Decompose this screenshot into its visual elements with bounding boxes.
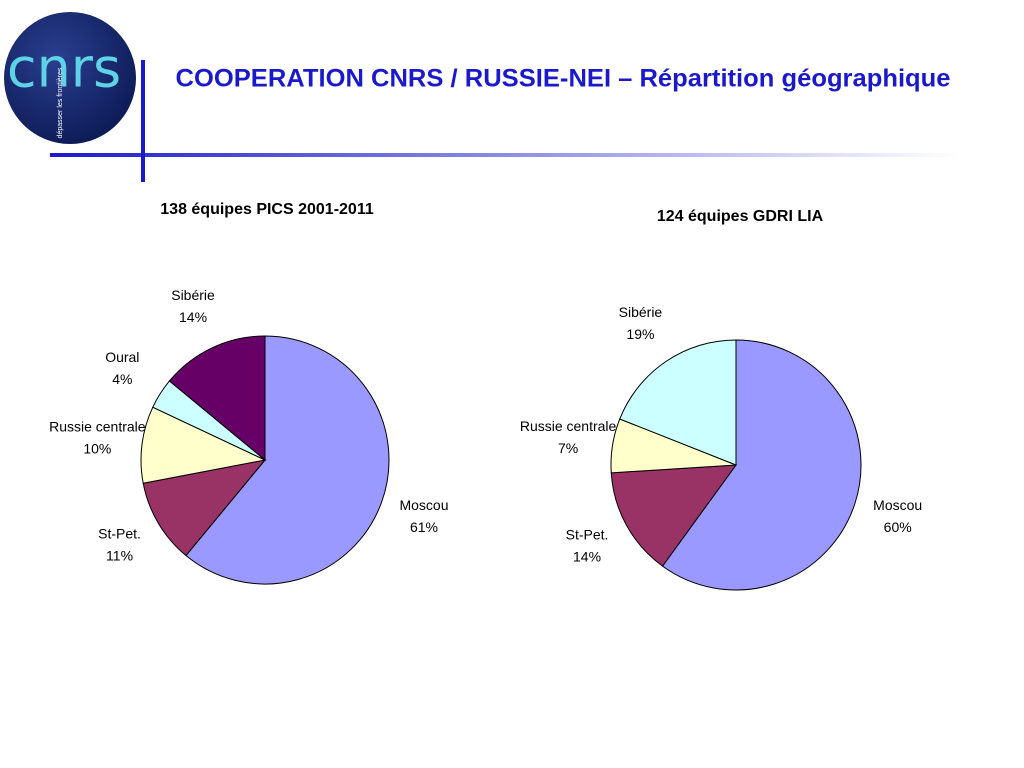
slide-title: COOPERATION CNRS / RUSSIE-NEI – Répartit… [176,65,951,93]
slice-value-label: 10% [83,441,111,457]
slice-label: St-Pet. [98,526,141,542]
pie-slice [142,459,267,557]
slice-value-label: 19% [626,326,654,342]
slice-value-label: 14% [573,549,601,565]
slice-value-label: 14% [179,309,207,325]
slice-value-label: 7% [558,440,578,456]
pie-slice [610,464,738,567]
logo-tagline: dépasser les frontières [57,67,64,138]
header-divider [141,60,145,182]
pie-title: 138 équipes PICS 2001-2011 [160,201,374,218]
pie-slice [185,335,390,585]
logo-text: cnrs [7,37,121,100]
slice-label: St-Pet. [566,527,609,543]
pie-slice [168,335,266,462]
header-rule [50,153,960,157]
slice-value-label: 4% [112,371,132,387]
slice-value-label: 11% [106,548,133,564]
slice-label: Sibérie [171,287,215,303]
logo-circle [4,12,136,144]
slice-label: Moscou [399,497,448,513]
slice-label: Oural [105,349,139,365]
slice-value-label: 61% [410,519,438,535]
pie-slice [140,406,267,484]
slice-label: Russie centrale [49,419,146,435]
slice-value-label: 60% [884,519,912,535]
pie-title: 124 équipes GDRI LIA [657,208,824,225]
slice-label: Russie centrale [520,418,617,434]
pie-slice [661,339,862,591]
slice-label: Moscou [873,497,922,513]
slice-label: Sibérie [619,304,663,320]
pie-slice [619,339,737,466]
